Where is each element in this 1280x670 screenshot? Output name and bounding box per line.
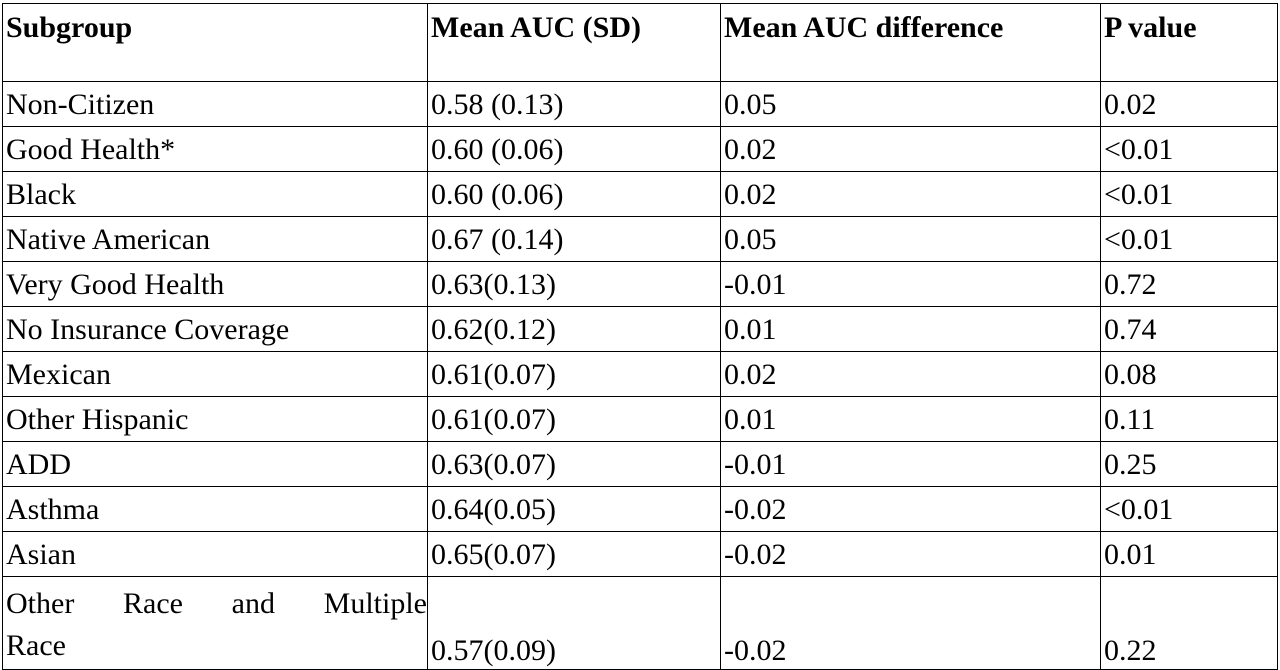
cell-subgroup: Very Good Health bbox=[2, 261, 428, 307]
cell-p-value: <0.01 bbox=[1100, 486, 1278, 532]
cell-p-value: <0.01 bbox=[1100, 171, 1278, 217]
cell-mean-auc: 0.65(0.07) bbox=[427, 531, 721, 577]
table-row: Asthma 0.64(0.05) -0.02 <0.01 bbox=[2, 486, 1278, 532]
cell-subgroup: Mexican bbox=[2, 351, 428, 397]
table-row: Native American 0.67 (0.14) 0.05 <0.01 bbox=[2, 216, 1278, 262]
cell-subgroup: Other Hispanic bbox=[2, 396, 428, 442]
cell-p-value: 0.11 bbox=[1100, 396, 1278, 442]
cell-mean-auc: 0.63(0.07) bbox=[427, 441, 721, 487]
cell-mean-auc: 0.60 (0.06) bbox=[427, 171, 721, 217]
header-mean-auc-difference: Mean AUC difference bbox=[720, 3, 1101, 82]
cell-subgroup: Non-Citizen bbox=[2, 81, 428, 127]
cell-p-value: 0.02 bbox=[1100, 81, 1278, 127]
cell-mean-auc-difference: -0.01 bbox=[720, 441, 1101, 487]
cell-p-value: 0.74 bbox=[1100, 306, 1278, 352]
cell-mean-auc: 0.58 (0.13) bbox=[427, 81, 721, 127]
cell-subgroup: Asian bbox=[2, 531, 428, 577]
cell-mean-auc-difference: 0.01 bbox=[720, 396, 1101, 442]
cell-mean-auc-difference: -0.02 bbox=[720, 531, 1101, 577]
subgroup-line-1: Other Race and Multiple bbox=[6, 587, 427, 620]
cell-subgroup: Good Health* bbox=[2, 126, 428, 172]
cell-subgroup: Other Race and Multiple Race bbox=[2, 576, 428, 670]
cell-mean-auc: 0.67 (0.14) bbox=[427, 216, 721, 262]
results-table: Subgroup Mean AUC (SD) Mean AUC differen… bbox=[2, 3, 1278, 670]
cell-mean-auc: 0.63(0.13) bbox=[427, 261, 721, 307]
cell-mean-auc: 0.57(0.09) bbox=[427, 576, 721, 670]
cell-mean-auc: 0.61(0.07) bbox=[427, 351, 721, 397]
cell-mean-auc-difference: -0.01 bbox=[720, 261, 1101, 307]
header-mean-auc: Mean AUC (SD) bbox=[427, 3, 721, 82]
cell-p-value: <0.01 bbox=[1100, 216, 1278, 262]
cell-mean-auc: 0.62(0.12) bbox=[427, 306, 721, 352]
cell-mean-auc-difference: 0.05 bbox=[720, 216, 1101, 262]
subgroup-line-2: Race bbox=[6, 629, 66, 662]
table-row: Other Hispanic 0.61(0.07) 0.01 0.11 bbox=[2, 396, 1278, 442]
table-row: Very Good Health 0.63(0.13) -0.01 0.72 bbox=[2, 261, 1278, 307]
cell-subgroup: Black bbox=[2, 171, 428, 217]
cell-subgroup: Asthma bbox=[2, 486, 428, 532]
table-row: Good Health* 0.60 (0.06) 0.02 <0.01 bbox=[2, 126, 1278, 172]
cell-p-value: 0.25 bbox=[1100, 441, 1278, 487]
table-row: No Insurance Coverage 0.62(0.12) 0.01 0.74 bbox=[2, 306, 1278, 352]
cell-p-value: <0.01 bbox=[1100, 126, 1278, 172]
cell-mean-auc-difference: 0.02 bbox=[720, 126, 1101, 172]
cell-p-value: 0.08 bbox=[1100, 351, 1278, 397]
table-row: Asian 0.65(0.07) -0.02 0.01 bbox=[2, 531, 1278, 577]
cell-mean-auc-difference: -0.02 bbox=[720, 576, 1101, 670]
cell-mean-auc-difference: 0.02 bbox=[720, 171, 1101, 217]
cell-mean-auc: 0.61(0.07) bbox=[427, 396, 721, 442]
cell-mean-auc-difference: 0.01 bbox=[720, 306, 1101, 352]
cell-subgroup: Native American bbox=[2, 216, 428, 262]
cell-mean-auc-difference: -0.02 bbox=[720, 486, 1101, 532]
cell-mean-auc-difference: 0.05 bbox=[720, 81, 1101, 127]
header-subgroup: Subgroup bbox=[2, 3, 428, 82]
cell-subgroup: No Insurance Coverage bbox=[2, 306, 428, 352]
table-row-other-race: Other Race and Multiple Race 0.57(0.09) … bbox=[2, 576, 1278, 670]
table-row: Non-Citizen 0.58 (0.13) 0.05 0.02 bbox=[2, 81, 1278, 127]
table-row: Black 0.60 (0.06) 0.02 <0.01 bbox=[2, 171, 1278, 217]
cell-mean-auc-difference: 0.02 bbox=[720, 351, 1101, 397]
cell-p-value: 0.72 bbox=[1100, 261, 1278, 307]
header-p-value: P value bbox=[1100, 3, 1278, 82]
cell-p-value: 0.01 bbox=[1100, 531, 1278, 577]
cell-mean-auc: 0.60 (0.06) bbox=[427, 126, 721, 172]
cell-mean-auc: 0.64(0.05) bbox=[427, 486, 721, 532]
cell-subgroup: ADD bbox=[2, 441, 428, 487]
table-row: Mexican 0.61(0.07) 0.02 0.08 bbox=[2, 351, 1278, 397]
header-row: Subgroup Mean AUC (SD) Mean AUC differen… bbox=[2, 3, 1278, 82]
table-row: ADD 0.63(0.07) -0.01 0.25 bbox=[2, 441, 1278, 487]
cell-p-value: 0.22 bbox=[1100, 576, 1278, 670]
